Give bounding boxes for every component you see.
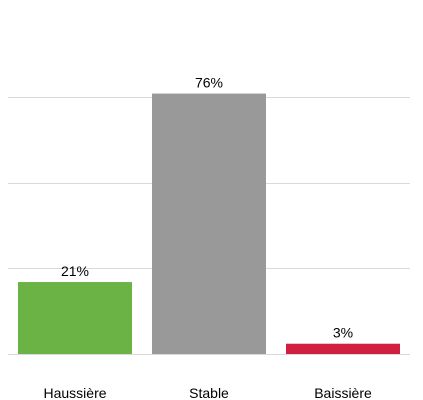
bars (18, 93, 400, 354)
category-label-haussiere: Haussière (43, 385, 106, 400)
bar-stable (152, 93, 266, 354)
data-label-baissiere: 3% (333, 325, 353, 341)
data-label-haussiere: 21% (61, 263, 89, 279)
category-label-baissiere: Baissière (314, 385, 372, 400)
category-labels: Haussière Stable Baissière (43, 385, 372, 400)
category-label-stable: Stable (189, 385, 229, 400)
data-labels: 21% 76% 3% (61, 75, 353, 341)
bar-haussiere (18, 282, 132, 354)
data-label-stable: 76% (195, 75, 223, 91)
bar-baissiere (286, 343, 400, 354)
